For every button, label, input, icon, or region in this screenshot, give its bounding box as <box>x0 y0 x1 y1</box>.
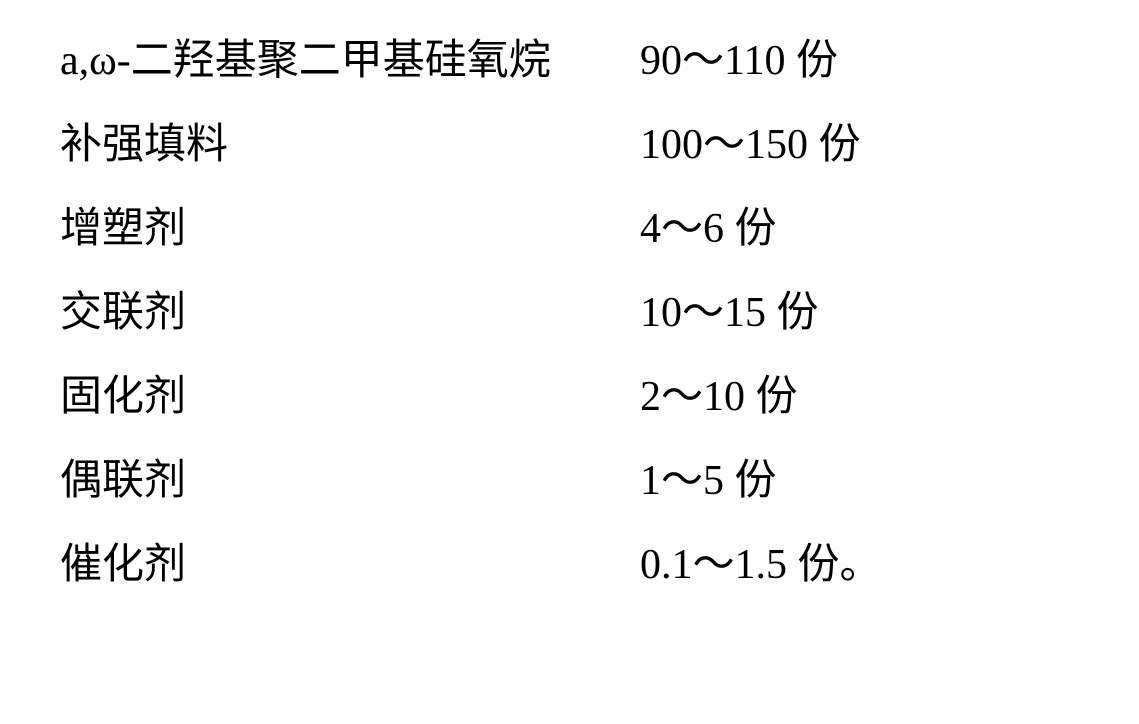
label-text: 催化剂 <box>60 542 186 588</box>
ingredient-amount: 1～5 份 <box>640 460 777 502</box>
table-row: 补强填料 100～150 份 <box>60 124 1079 166</box>
label-text: 交联剂 <box>60 290 186 336</box>
ingredient-label: 催化剂 <box>60 544 640 586</box>
label-text: 固化剂 <box>60 374 186 420</box>
label-text: 补强填料 <box>60 122 228 168</box>
ingredient-amount: 100～150 份 <box>640 124 861 166</box>
composition-table: a,ω-二羟基聚二甲基硅氧烷 90～110 份 补强填料 100～150 份 增… <box>0 0 1139 626</box>
ingredient-amount: 2～10 份 <box>640 376 798 418</box>
ingredient-label: 偶联剂 <box>60 460 640 502</box>
ingredient-label: 增塑剂 <box>60 208 640 250</box>
ingredient-label: 固化剂 <box>60 376 640 418</box>
table-row: 偶联剂 1～5 份 <box>60 460 1079 502</box>
ingredient-amount: 0.1～1.5 份。 <box>640 544 882 586</box>
label-latin-prefix: a,ω- <box>60 38 131 84</box>
label-text: 偶联剂 <box>60 458 186 504</box>
label-text: 二羟基聚二甲基硅氧烷 <box>131 38 551 84</box>
ingredient-label: a,ω-二羟基聚二甲基硅氧烷 <box>60 40 640 82</box>
table-row: 固化剂 2～10 份 <box>60 376 1079 418</box>
table-row: a,ω-二羟基聚二甲基硅氧烷 90～110 份 <box>60 40 1079 82</box>
ingredient-amount: 90～110 份 <box>640 40 838 82</box>
label-text: 增塑剂 <box>60 206 186 252</box>
ingredient-amount: 10～15 份 <box>640 292 819 334</box>
ingredient-label: 交联剂 <box>60 292 640 334</box>
table-row: 交联剂 10～15 份 <box>60 292 1079 334</box>
table-row: 催化剂 0.1～1.5 份。 <box>60 544 1079 586</box>
ingredient-label: 补强填料 <box>60 124 640 166</box>
table-row: 增塑剂 4～6 份 <box>60 208 1079 250</box>
ingredient-amount: 4～6 份 <box>640 208 777 250</box>
